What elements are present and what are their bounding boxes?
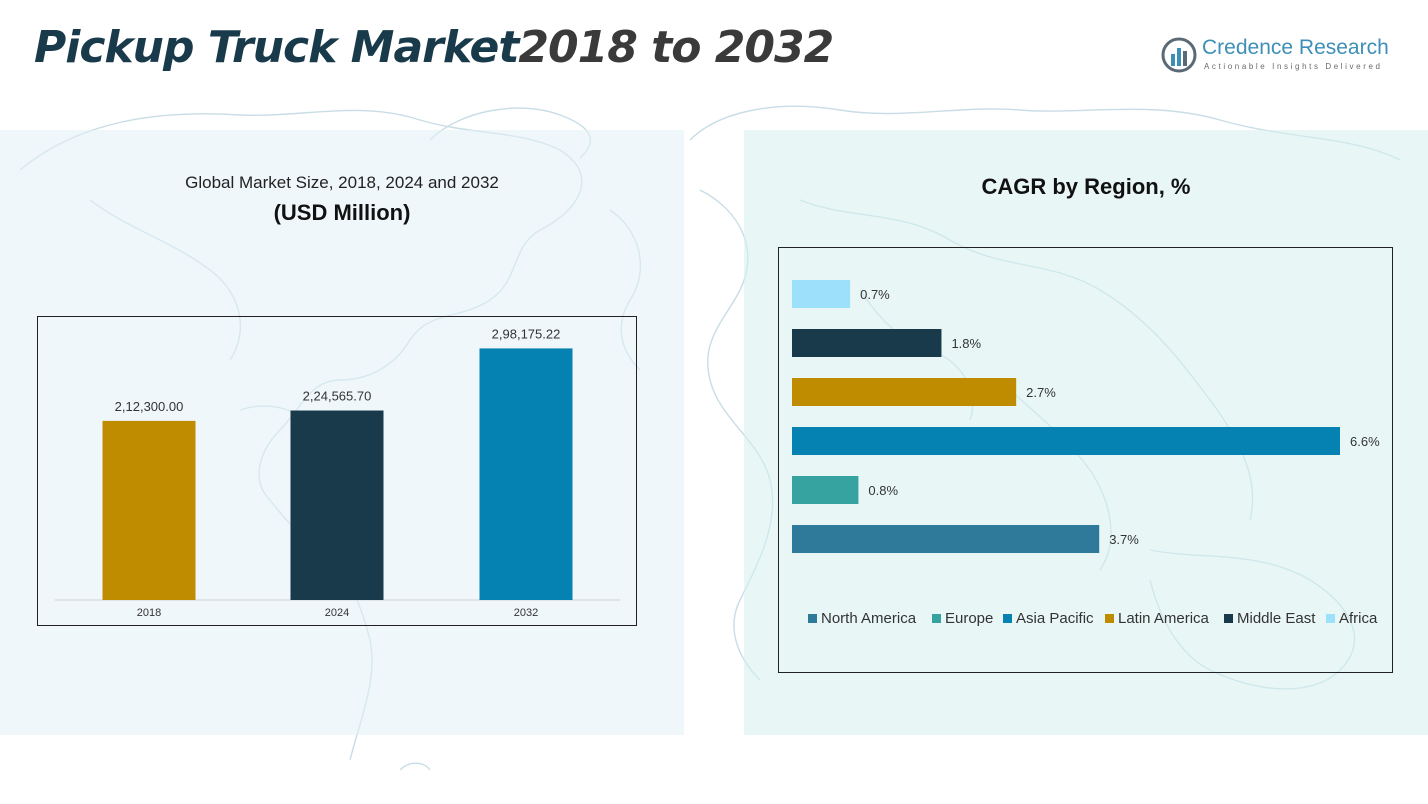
cagr-value-label-europe: 0.8% [868, 483, 898, 498]
legend-swatch-europe [932, 614, 941, 623]
cagr-bar-latin-america [792, 378, 1017, 406]
legend-label-latin-america: Latin America [1118, 610, 1210, 627]
bar-2024 [290, 410, 384, 600]
page-title: Pickup Truck Market2018 to 2032 [34, 22, 834, 73]
logo-name-part2: Research [1298, 36, 1389, 59]
x-tick-label-2024: 2024 [325, 607, 349, 619]
title-main: Pickup Truck Market [34, 22, 519, 73]
cagr-bar-africa [792, 280, 851, 308]
logo-tagline: Actionable Insights Delivered [1204, 62, 1383, 71]
cagr-value-label-africa: 0.7% [860, 287, 890, 302]
legend-label-north-america: North America [821, 610, 917, 627]
legend-swatch-north-america [808, 614, 817, 623]
cagr-bar-north-america [792, 525, 1100, 553]
x-tick-label-2032: 2032 [514, 607, 538, 619]
legend-label-middle-east: Middle East [1237, 610, 1316, 627]
bar-chart-logo-icon [1161, 37, 1197, 73]
title-years: 2018 to 2032 [518, 22, 834, 73]
legend-label-asia-pacific: Asia Pacific [1016, 610, 1094, 627]
legend-swatch-latin-america [1105, 614, 1114, 623]
x-tick-label-2018: 2018 [137, 607, 161, 619]
bar-2032 [479, 348, 573, 600]
bar-value-label-2024: 2,24,565.70 [303, 389, 372, 404]
cagr-value-label-asia-pacific: 6.6% [1350, 434, 1380, 449]
market-size-chart-unit: (USD Million) [273, 200, 411, 225]
legend-label-europe: Europe [945, 610, 993, 627]
market-size-chart-frame [37, 316, 637, 626]
cagr-value-label-middle-east: 1.8% [951, 336, 981, 351]
cagr-chart-frame [778, 247, 1393, 673]
cagr-bar-asia-pacific [792, 427, 1340, 455]
cagr-value-label-north-america: 3.7% [1109, 532, 1139, 547]
legend-swatch-africa [1326, 614, 1335, 623]
logo-wordmark: Credence Research [1202, 36, 1389, 60]
cagr-bar-europe [792, 476, 859, 504]
legend-swatch-middle-east [1224, 614, 1233, 623]
legend-label-africa: Africa [1339, 610, 1378, 627]
market-size-chart-title: Global Market Size, 2018, 2024 and 2032 [185, 173, 499, 192]
bar-value-label-2032: 2,98,175.22 [492, 326, 561, 341]
logo-name-part1: Credence [1202, 36, 1294, 59]
cagr-bar-middle-east [792, 329, 942, 357]
legend-swatch-asia-pacific [1003, 614, 1012, 623]
cagr-chart-title: CAGR by Region, % [981, 174, 1191, 199]
company-logo: Credence Research Actionable Insights De… [1160, 36, 1400, 76]
cagr-value-label-latin-america: 2.7% [1026, 385, 1056, 400]
bar-2018 [102, 420, 196, 600]
bar-value-label-2018: 2,12,300.00 [115, 399, 184, 414]
